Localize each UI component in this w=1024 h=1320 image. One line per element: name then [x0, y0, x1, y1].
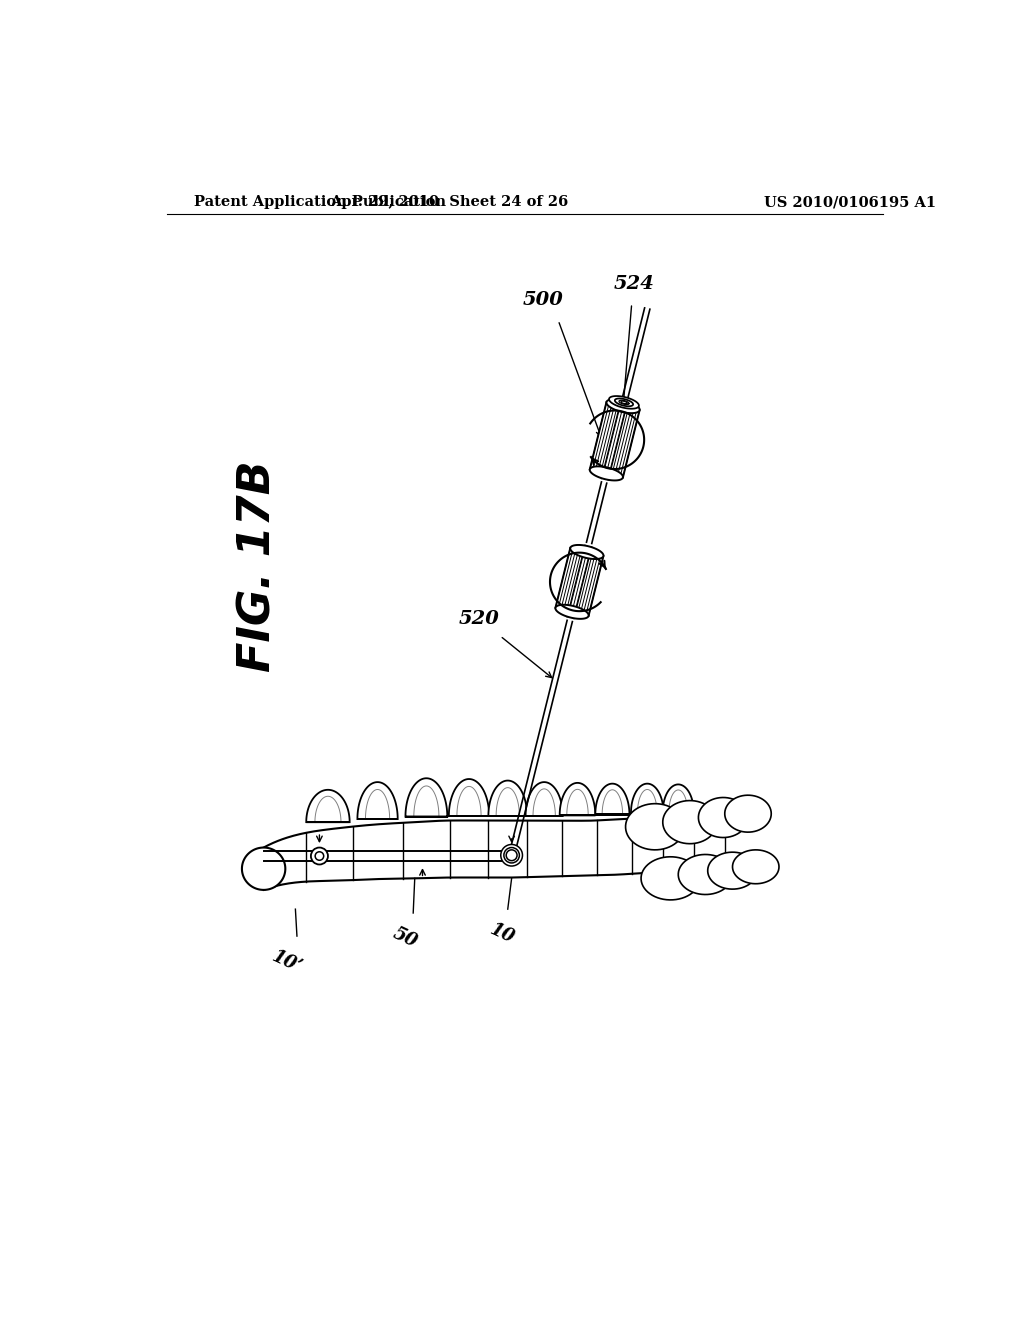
- Text: 10’: 10’: [269, 948, 305, 977]
- Polygon shape: [242, 847, 286, 890]
- Text: 10: 10: [487, 921, 517, 948]
- Polygon shape: [641, 857, 700, 900]
- Text: US 2010/0106195 A1: US 2010/0106195 A1: [764, 195, 936, 210]
- Polygon shape: [698, 797, 748, 837]
- Polygon shape: [357, 783, 397, 818]
- Polygon shape: [614, 399, 633, 407]
- Polygon shape: [406, 779, 447, 817]
- Text: FIG. 17B: FIG. 17B: [237, 461, 280, 672]
- Polygon shape: [590, 466, 623, 480]
- Polygon shape: [590, 403, 640, 478]
- Text: Patent Application Publication: Patent Application Publication: [194, 195, 445, 210]
- Polygon shape: [663, 801, 717, 843]
- Circle shape: [311, 847, 328, 865]
- Polygon shape: [488, 780, 527, 816]
- Polygon shape: [626, 804, 684, 850]
- Polygon shape: [631, 784, 664, 813]
- Text: 50: 50: [390, 924, 421, 952]
- Polygon shape: [678, 854, 732, 895]
- Polygon shape: [732, 850, 779, 883]
- Text: 500: 500: [522, 290, 563, 309]
- Circle shape: [501, 845, 522, 866]
- Circle shape: [506, 850, 517, 861]
- Polygon shape: [525, 783, 563, 816]
- Polygon shape: [663, 784, 693, 812]
- Polygon shape: [609, 396, 639, 409]
- Circle shape: [315, 851, 324, 861]
- Polygon shape: [595, 784, 630, 814]
- Text: Apr. 29, 2010  Sheet 24 of 26: Apr. 29, 2010 Sheet 24 of 26: [331, 195, 568, 210]
- Polygon shape: [449, 779, 489, 816]
- Polygon shape: [570, 545, 603, 560]
- Polygon shape: [606, 399, 640, 413]
- Text: 524: 524: [613, 275, 654, 293]
- Polygon shape: [555, 605, 589, 619]
- Polygon shape: [555, 548, 603, 616]
- Polygon shape: [725, 795, 771, 832]
- Polygon shape: [560, 783, 595, 816]
- Polygon shape: [306, 789, 349, 822]
- Text: 520: 520: [459, 610, 500, 628]
- Circle shape: [504, 847, 519, 863]
- Polygon shape: [708, 853, 758, 890]
